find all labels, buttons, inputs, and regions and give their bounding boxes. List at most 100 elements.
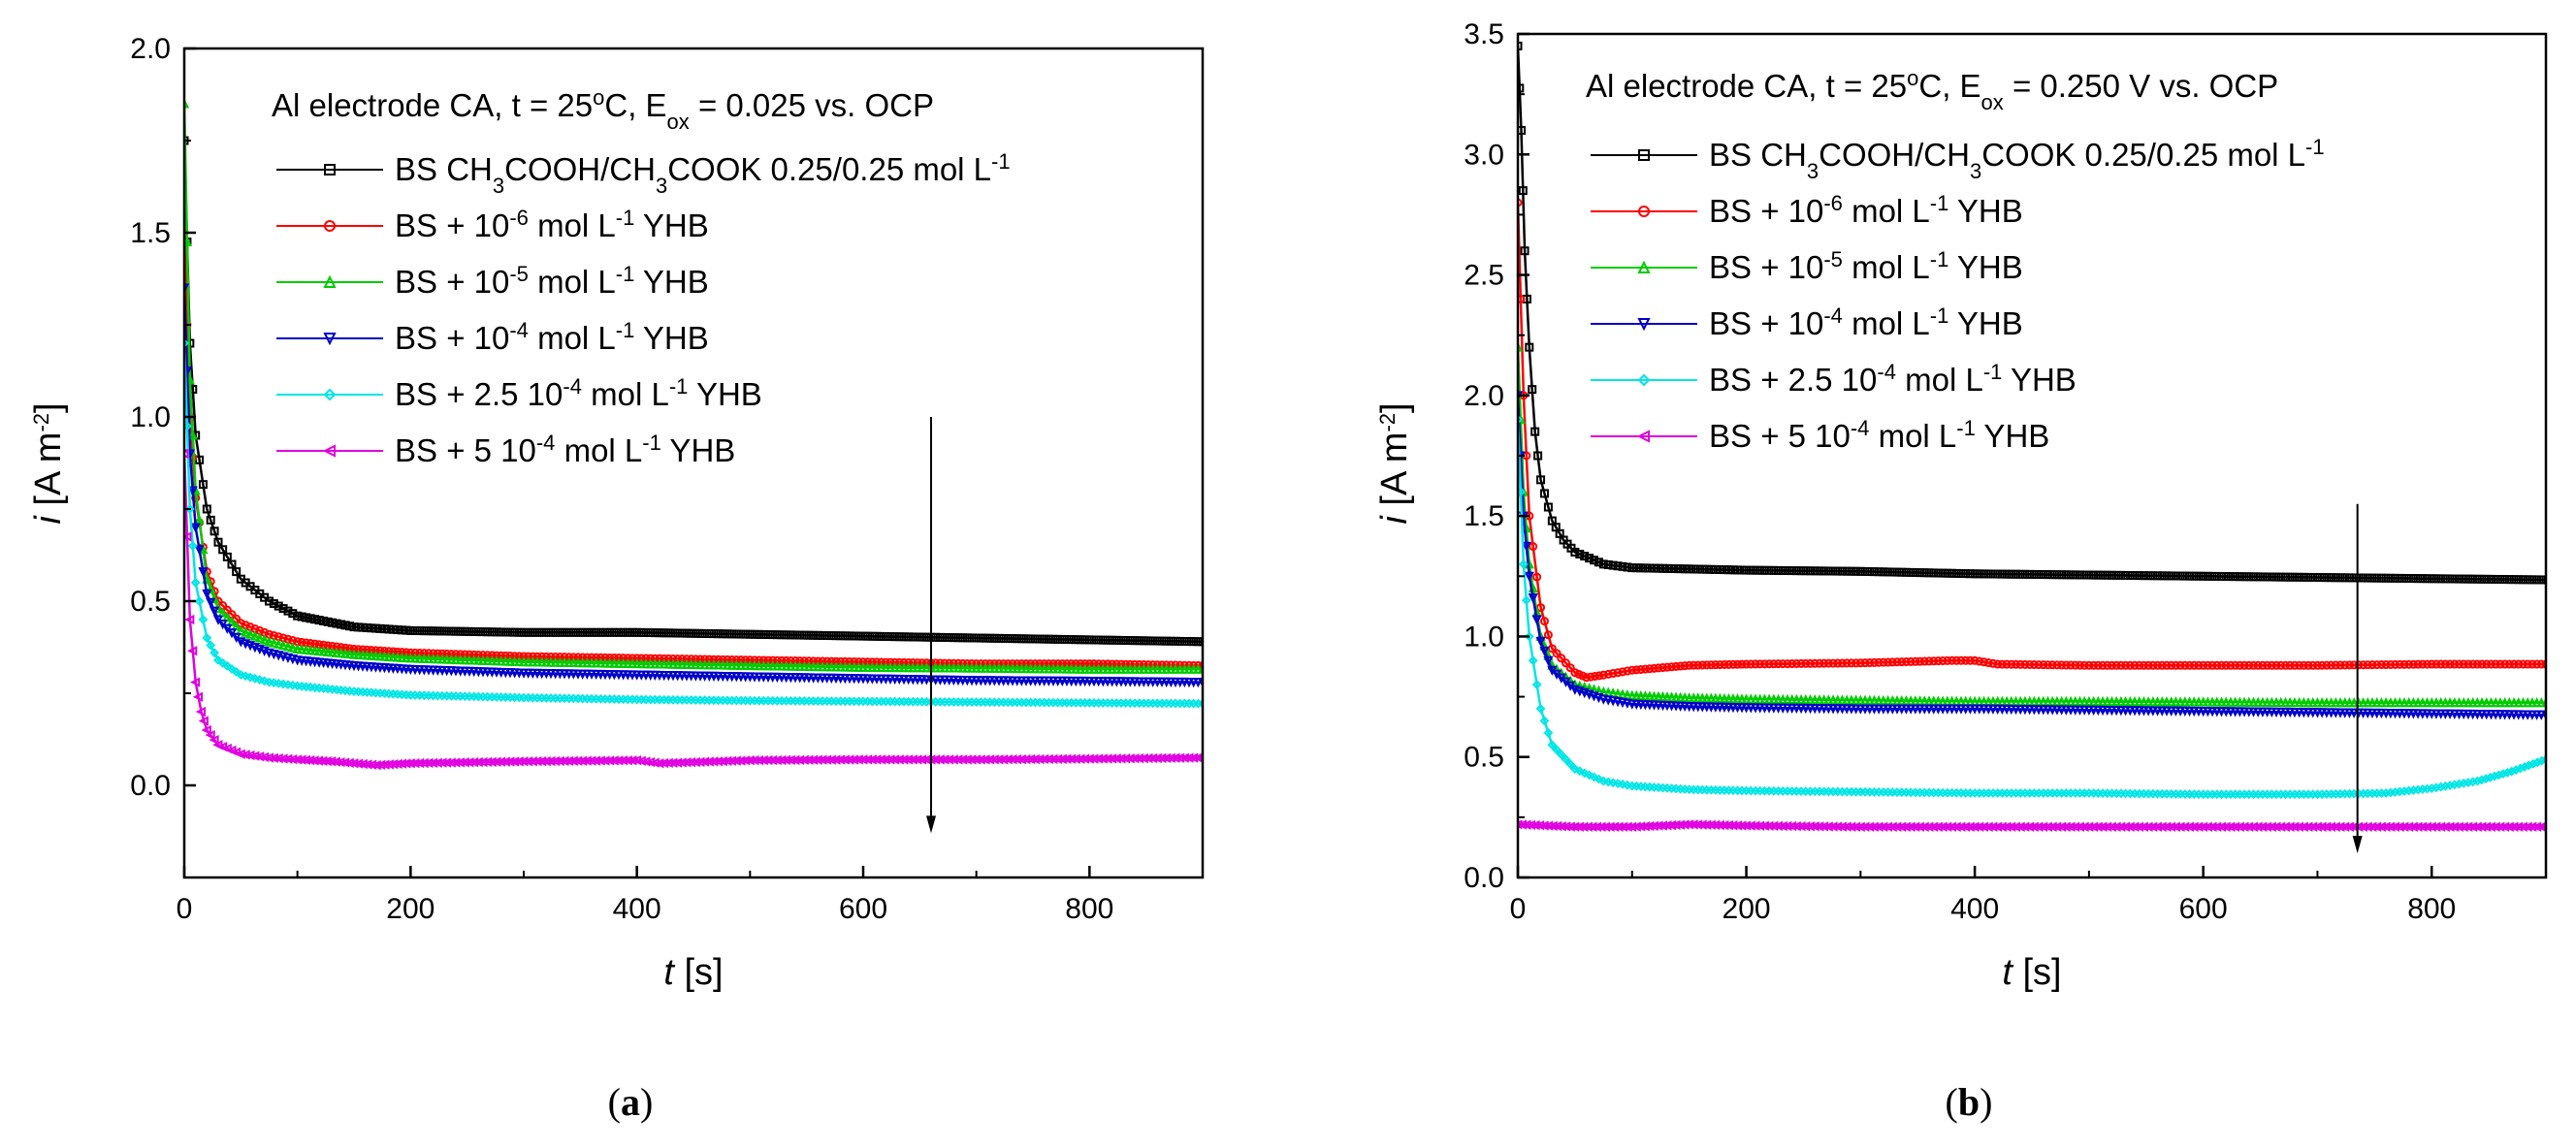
data-point bbox=[1961, 569, 1971, 579]
data-point bbox=[2403, 709, 2414, 719]
legend-label-part: mol L bbox=[1843, 193, 1930, 229]
y-axis-unit: [A m bbox=[1374, 432, 1415, 517]
data-point bbox=[767, 660, 778, 671]
y-axis-close: ] bbox=[28, 402, 69, 413]
data-point bbox=[2038, 821, 2048, 832]
data-point bbox=[848, 754, 859, 765]
data-point bbox=[370, 650, 381, 661]
data-point bbox=[2029, 705, 2040, 716]
data-point bbox=[599, 755, 610, 766]
data-point bbox=[2335, 573, 2345, 583]
data-point bbox=[1111, 635, 1121, 645]
data-point bbox=[254, 632, 265, 643]
data-point bbox=[2070, 821, 2080, 832]
data-point bbox=[2029, 695, 2040, 707]
caption-open: ( bbox=[1946, 1080, 1958, 1124]
data-point bbox=[1755, 693, 1765, 704]
data-point bbox=[2454, 709, 2464, 720]
data-point bbox=[813, 673, 823, 684]
data-point bbox=[2125, 706, 2136, 717]
y-axis-unit: [A m bbox=[28, 432, 69, 517]
data-point bbox=[1685, 660, 1694, 670]
data-point bbox=[718, 659, 728, 670]
data-point bbox=[1120, 663, 1131, 674]
data-point bbox=[980, 662, 991, 673]
data-point bbox=[1689, 660, 1698, 670]
data-point bbox=[1618, 667, 1627, 677]
data-point bbox=[2426, 821, 2436, 832]
data-point bbox=[1052, 663, 1063, 674]
data-point bbox=[1810, 658, 1819, 668]
data-point bbox=[2089, 570, 2099, 580]
data-point bbox=[976, 662, 986, 673]
data-point bbox=[2363, 708, 2373, 719]
data-point bbox=[826, 661, 837, 672]
legend-label-part: -4 bbox=[1823, 303, 1843, 328]
data-point bbox=[419, 653, 430, 663]
y-axis-label: i [A m-2] bbox=[1374, 402, 1415, 524]
data-point bbox=[2115, 695, 2126, 707]
data-point bbox=[2463, 709, 2474, 720]
legend-label-part: BS + 10 bbox=[395, 207, 509, 243]
data-point bbox=[731, 659, 742, 670]
data-point bbox=[2097, 821, 2108, 832]
data-point bbox=[1134, 677, 1144, 687]
data-point bbox=[704, 671, 715, 682]
data-point bbox=[2253, 696, 2264, 707]
data-point bbox=[894, 661, 905, 673]
data-point bbox=[540, 755, 551, 767]
data-point bbox=[2046, 821, 2057, 832]
data-point bbox=[893, 754, 904, 765]
data-point bbox=[206, 597, 216, 609]
data-point bbox=[231, 667, 242, 677]
data-point bbox=[2285, 660, 2295, 670]
data-point bbox=[1098, 635, 1108, 645]
data-point bbox=[980, 754, 990, 765]
data-point bbox=[1923, 821, 1934, 832]
data-point bbox=[497, 627, 506, 637]
legend-label-part: mol L bbox=[1843, 305, 1930, 341]
legend-label-part: BS + 10 bbox=[1709, 193, 1823, 229]
data-point bbox=[613, 755, 624, 766]
legend-label: BS + 10-4 mol L-1 YHB bbox=[395, 318, 709, 357]
data-point bbox=[231, 621, 242, 631]
data-point bbox=[844, 754, 854, 765]
data-point bbox=[1969, 821, 1980, 832]
data-point bbox=[998, 676, 1009, 686]
data-point bbox=[1896, 695, 1907, 706]
legend-label-part: YHB bbox=[634, 320, 708, 356]
data-point bbox=[2326, 708, 2336, 718]
data-point bbox=[1810, 694, 1820, 705]
data-point bbox=[2463, 821, 2473, 832]
data-point bbox=[1152, 636, 1162, 646]
plot-frame bbox=[182, 47, 1205, 879]
data-point bbox=[917, 675, 927, 686]
data-point bbox=[1066, 676, 1077, 687]
x-tick-label: 400 bbox=[1950, 893, 1999, 925]
data-point bbox=[1923, 704, 1935, 715]
data-point bbox=[301, 644, 311, 654]
data-point bbox=[1134, 663, 1144, 674]
data-point bbox=[1133, 753, 1144, 764]
data-point bbox=[2463, 697, 2474, 708]
series-markers-1 bbox=[184, 136, 1203, 647]
data-point bbox=[1603, 669, 1613, 679]
data-point bbox=[2339, 697, 2350, 708]
data-point bbox=[1869, 704, 1880, 715]
data-point bbox=[636, 670, 647, 681]
data-point bbox=[917, 662, 927, 673]
data-point bbox=[2280, 660, 2290, 670]
data-point bbox=[1832, 694, 1843, 705]
data-point bbox=[2247, 821, 2258, 832]
data-point bbox=[2490, 821, 2500, 832]
data-point bbox=[631, 670, 642, 681]
data-point bbox=[1860, 566, 1870, 576]
data-point bbox=[2043, 695, 2053, 707]
data-point bbox=[2012, 569, 2021, 579]
data-point bbox=[2129, 706, 2141, 717]
data-point bbox=[2495, 821, 2505, 832]
data-point bbox=[2047, 570, 2057, 580]
data-point bbox=[2316, 821, 2327, 832]
data-point bbox=[209, 606, 220, 617]
data-point bbox=[545, 755, 556, 767]
